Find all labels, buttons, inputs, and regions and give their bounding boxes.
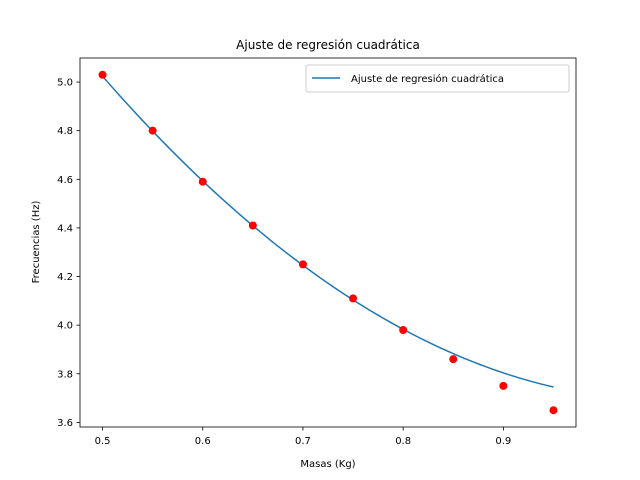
legend: Ajuste de regresión cuadrática — [305, 64, 570, 93]
x-tick-label: 0.7 — [295, 436, 311, 447]
data-point — [399, 326, 408, 335]
series-layer — [98, 70, 558, 415]
x-axis-label: Masas (Kg) — [300, 459, 355, 470]
data-point — [248, 221, 257, 230]
legend-label: Ajuste de regresión cuadrática — [351, 73, 504, 85]
plot-area — [79, 57, 577, 428]
fit-line — [101, 75, 554, 388]
data-point — [98, 70, 107, 79]
data-point — [449, 355, 458, 364]
axes-frame — [79, 57, 577, 428]
y-tick-label: 4.8 — [57, 126, 73, 137]
data-point — [499, 381, 508, 390]
y-tick-label: 5.0 — [57, 78, 73, 89]
x-tick-label: 0.5 — [95, 436, 111, 447]
x-axis: 0.5 0.6 0.7 0.8 0.9 — [95, 427, 511, 447]
y-tick-label: 4.0 — [57, 321, 73, 332]
data-point — [298, 260, 307, 269]
y-axis: 3.6 3.8 4.0 4.2 4.4 4.6 4.8 5.0 — [57, 78, 80, 429]
x-tick-label: 0.6 — [195, 436, 211, 447]
data-point — [549, 406, 558, 415]
data-point — [148, 126, 157, 135]
x-tick-label: 0.9 — [495, 436, 511, 447]
data-point — [198, 177, 207, 186]
legend-box — [305, 64, 570, 93]
x-tick-label: 0.8 — [395, 436, 411, 447]
y-axis-label: Frecuencias (Hz) — [31, 201, 42, 284]
y-tick-label: 3.8 — [57, 369, 73, 380]
y-tick-label: 3.6 — [57, 418, 73, 429]
y-tick-label: 4.2 — [57, 272, 73, 283]
chart-title: Ajuste de regresión cuadrática — [236, 38, 420, 52]
y-tick-label: 4.4 — [57, 223, 73, 234]
data-point — [349, 294, 358, 303]
y-tick-label: 4.6 — [57, 175, 73, 186]
